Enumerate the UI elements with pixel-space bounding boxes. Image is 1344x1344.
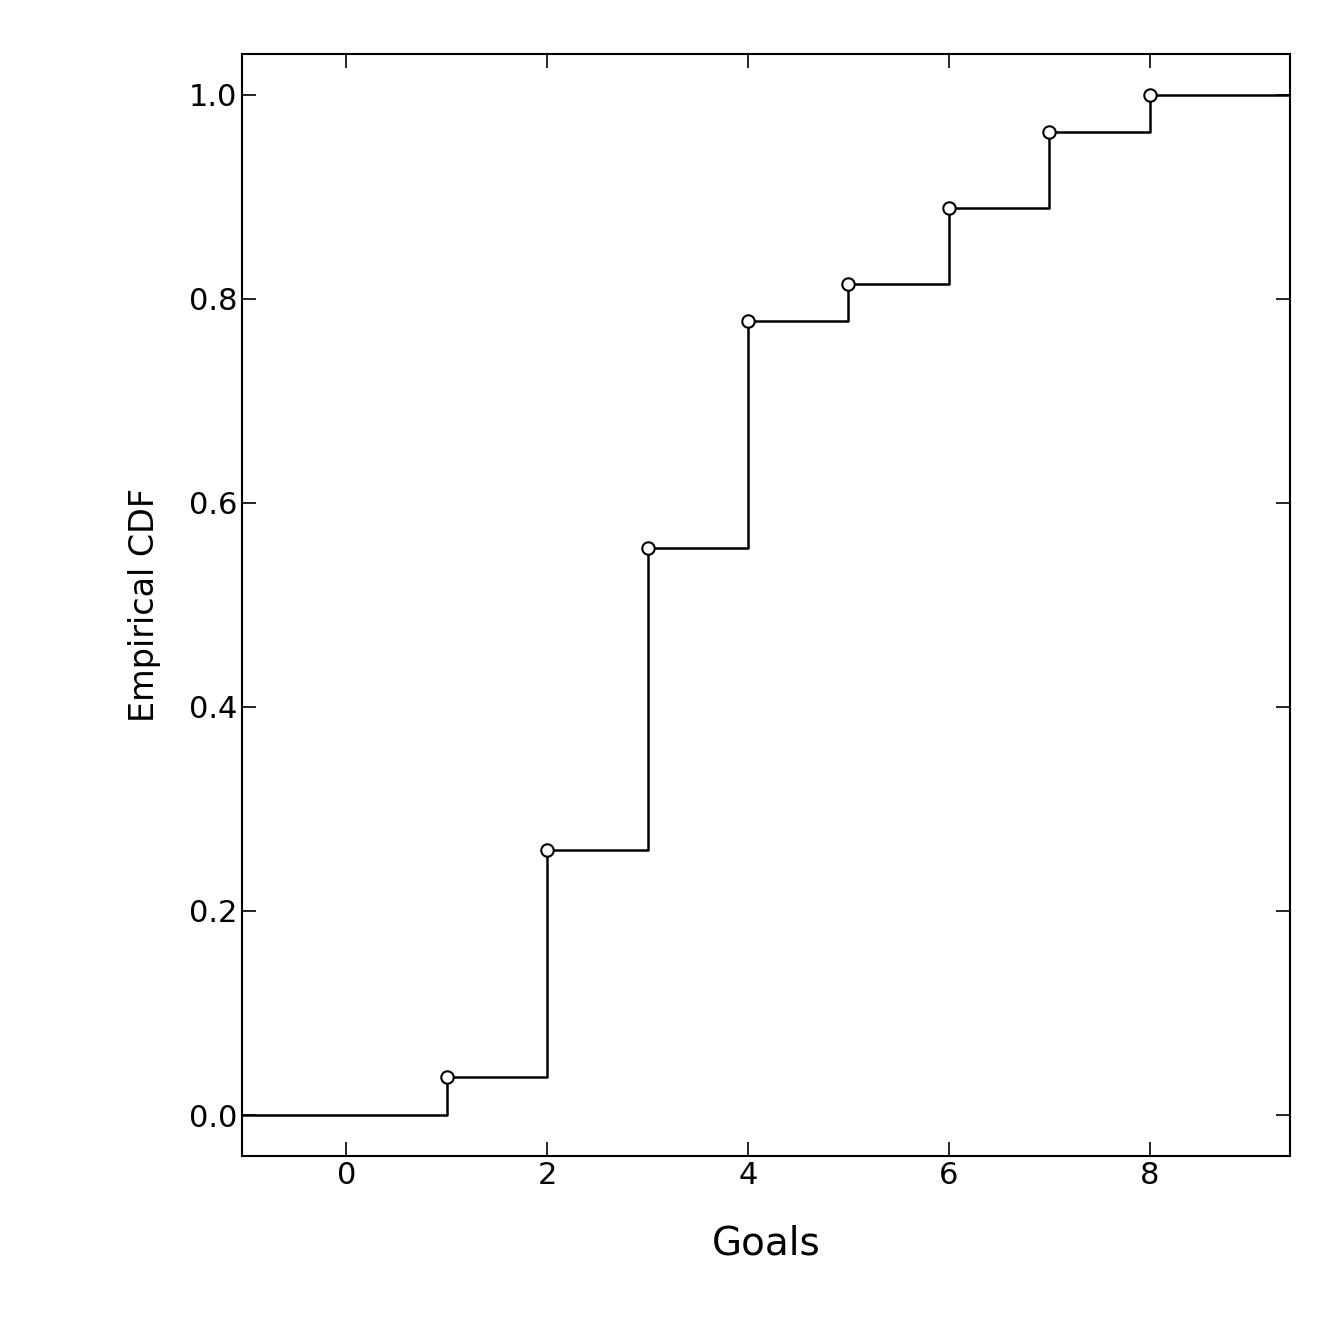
Point: [1138, 83, 1160, 105]
Point: [536, 840, 558, 862]
Point: [738, 310, 759, 332]
Point: [837, 273, 859, 294]
X-axis label: Goals: Goals: [712, 1224, 820, 1262]
Point: [435, 1067, 457, 1089]
Point: [1039, 121, 1060, 142]
Point: [938, 198, 960, 219]
Y-axis label: Empirical CDF: Empirical CDF: [128, 488, 161, 722]
Point: [637, 538, 659, 559]
